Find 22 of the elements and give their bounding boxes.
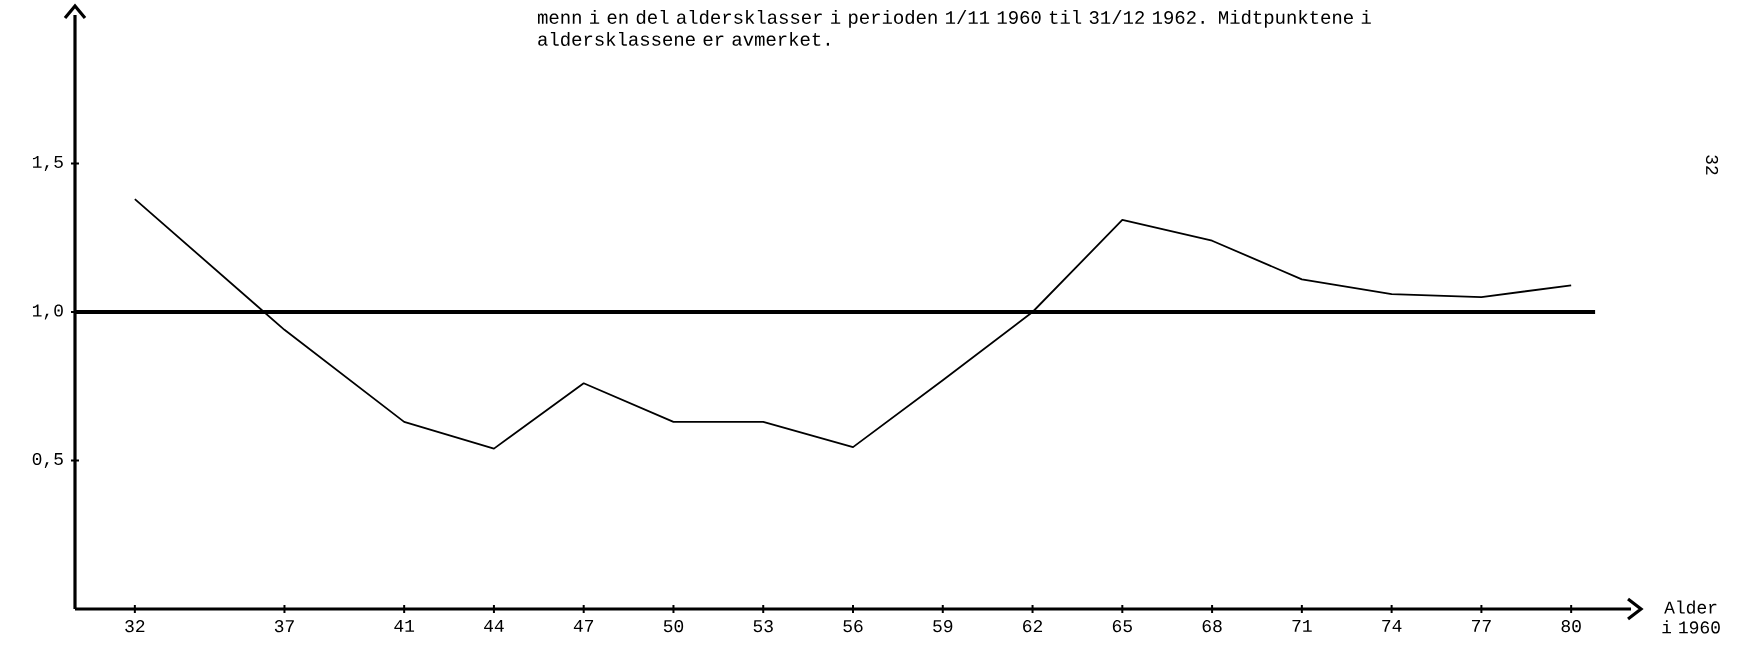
x-tick-label: 68 [1202, 620, 1222, 633]
x-tick-label: 71 [1292, 620, 1312, 632]
x-tick-label: 74 [1382, 620, 1402, 632]
x-tick-label: 77 [1472, 620, 1491, 632]
x-tick-label: 80 [1561, 620, 1581, 633]
x-tick-label: 53 [753, 620, 773, 633]
x-tick-label: 41 [394, 620, 415, 632]
x-tick-label: 56 [843, 620, 863, 633]
x-axis-title: Alder i 1960 [1662, 600, 1720, 634]
x-tick-label: 37 [274, 620, 294, 633]
x-tick-label: 44 [484, 620, 504, 632]
y-tick-label: 0,5 [32, 452, 63, 469]
y-tick-label: 1,0 [32, 304, 63, 320]
x-tick-label: 50 [663, 620, 684, 633]
x-tick-label: 59 [933, 620, 953, 633]
x-tick-label: 65 [1112, 620, 1132, 633]
x-tick-label: 47 [573, 620, 594, 632]
text: 32 [1705, 155, 1719, 175]
chart-title: menn i en del aldersklasser i perioden 1/11 1960 til 31/12 1962. Midtpunktene i aldersklassene er avmerket. [537, 10, 1371, 46]
y-tick-label: 1,5 [32, 156, 63, 171]
x-tick-label: 32 [125, 620, 145, 633]
x-tick-label: 62 [1023, 620, 1043, 633]
